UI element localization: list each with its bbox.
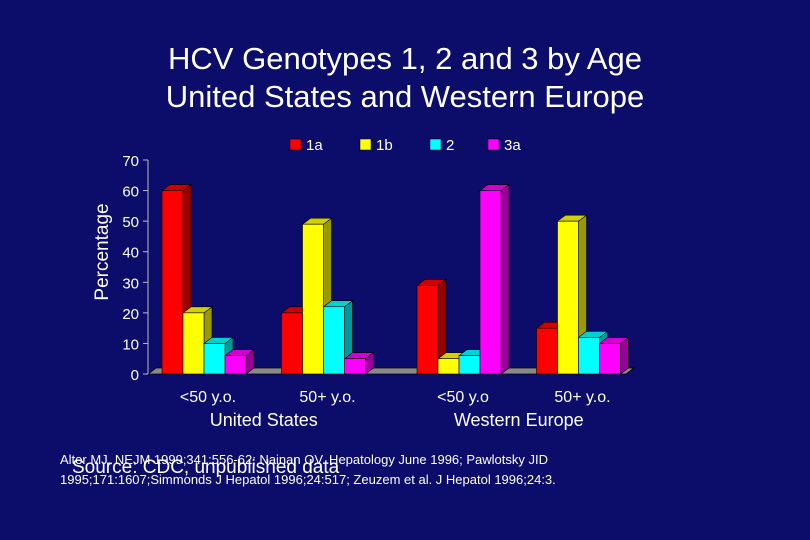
bar-2 — [323, 306, 345, 375]
category-label: <50 y.o — [437, 389, 489, 406]
legend-label: 1a — [306, 137, 323, 154]
bar-1b — [437, 358, 460, 375]
source-note: Source: CDC, unpublished data — [72, 457, 340, 478]
y-tick-label: 20 — [122, 306, 139, 323]
category-label: <50 y.o. — [180, 389, 236, 406]
legend-swatch-2 — [429, 138, 442, 151]
category-label: 50+ y.o. — [299, 389, 355, 406]
bar-2 — [578, 337, 600, 375]
y-tick-label: 30 — [122, 275, 139, 292]
bar-side — [500, 183, 510, 375]
category-label: 50+ y.o. — [554, 389, 610, 406]
group-label: United States — [210, 410, 318, 430]
chart-subtitle: United States and Western Europe — [165, 79, 645, 114]
chart-title: HCV Genotypes 1, 2 and 3 by Age — [168, 41, 642, 76]
bar-1b — [302, 223, 324, 375]
legend-swatch-1b — [359, 138, 372, 151]
bar-side — [620, 336, 629, 375]
legend-swatch-3a — [487, 138, 500, 151]
bar-1a — [416, 285, 439, 375]
y-axis-label: Percentage — [92, 203, 113, 300]
y-tick-label: 40 — [122, 245, 139, 262]
legend-label: 3a — [504, 137, 521, 154]
y-tick-label: 10 — [122, 336, 139, 353]
group-label: Western Europe — [454, 410, 584, 430]
bar-1b — [557, 220, 579, 375]
bar-2 — [458, 355, 481, 375]
bar-1b — [182, 312, 205, 375]
bar-3a — [599, 343, 621, 375]
legend-label: 2 — [446, 137, 454, 154]
bar-1a — [281, 312, 303, 375]
y-tick-label: 70 — [122, 153, 139, 170]
bar-1a — [161, 190, 184, 375]
legend-label: 1b — [376, 137, 393, 154]
bar-3a — [224, 355, 247, 375]
bar-3a — [344, 358, 366, 375]
bar-1a — [536, 327, 558, 375]
source-citation-line-2: 1995;171:1607;Simmonds J Hepatol 1996;24… — [60, 472, 556, 487]
bar-3a — [479, 190, 502, 375]
bar-2 — [203, 343, 226, 375]
y-tick-label: 0 — [131, 367, 139, 384]
y-tick-label: 60 — [122, 184, 139, 201]
legend-swatch-1a — [289, 138, 302, 151]
y-tick-label: 50 — [122, 214, 139, 231]
source-citation-line-1: Alter MJ. NEJM 1999;341:556-62; Nainan O… — [60, 452, 549, 467]
